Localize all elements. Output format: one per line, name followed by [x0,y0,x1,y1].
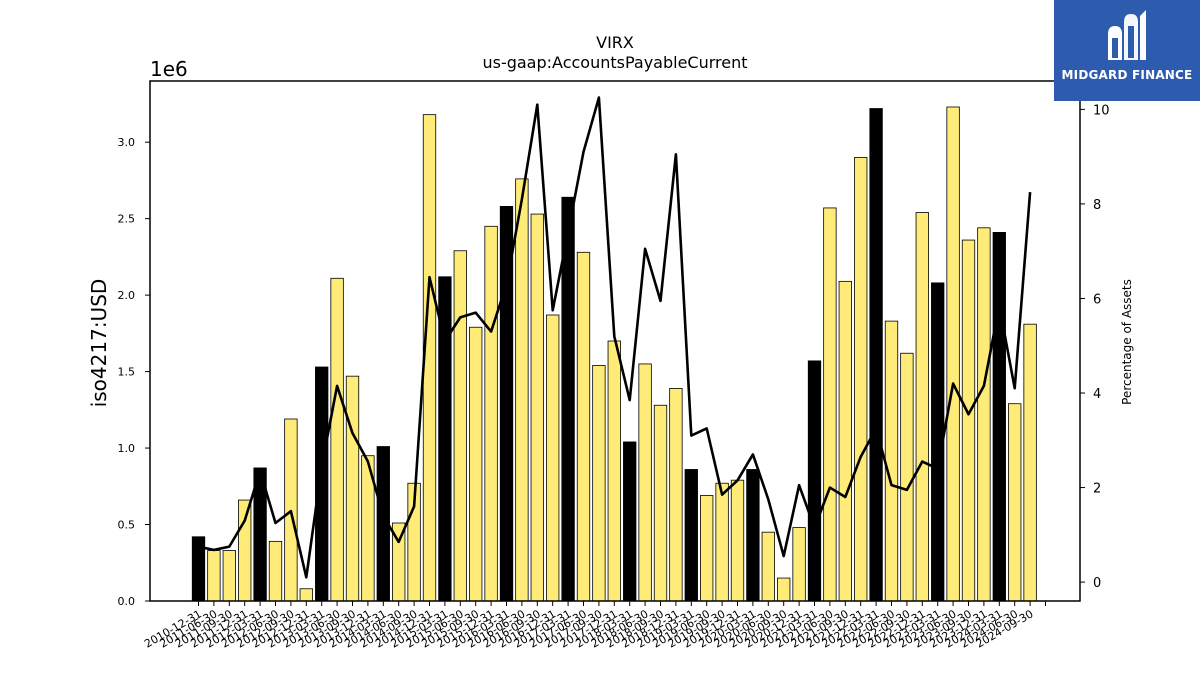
line-layer [198,96,1032,579]
y2-tick-label: 0 [1093,576,1101,591]
bar-2016-09-30 [546,314,560,602]
y2-tick-label: 8 [1093,198,1101,213]
bar-2012-03-31 [268,540,283,602]
y-tick-label: 1.0 [118,442,136,455]
midgard-m-logo-icon [1108,10,1146,60]
percentage-line [198,96,1032,579]
y2-tick-label: 6 [1093,292,1101,307]
bar-2018-09-30 [669,388,683,602]
bar-2021-03-31 [823,207,837,602]
y-tick-label: 2.0 [118,289,136,302]
axes-layer: 0.00.51.01.52.02.53.002468102010-12-3120… [118,80,1110,651]
plot-frame [149,80,1081,602]
y2-axis-label: Percentage of Assets [1120,279,1134,405]
bar-2021-06-30 [838,280,852,602]
bar-2015-06-30 [469,326,483,602]
bar-2022-06-30 [900,352,914,602]
bar-2019-06-30 [715,482,729,602]
bar-2024-03-31 [1008,403,1022,602]
y-tick-label: 3.0 [118,136,136,149]
bar-2023-09-30 [977,227,991,602]
bar-2023-03-31 [946,106,960,602]
bar-2022-09-30 [915,212,929,602]
bar-2017-09-30 [607,340,621,602]
bar-2012-09-30 [299,588,313,602]
bar-2018-06-30 [653,404,668,602]
bars-layer [191,106,1037,602]
y2-tick-label: 2 [1093,482,1101,497]
chart-title: VIRX [596,33,634,52]
bar-2013-03-31 [330,277,344,602]
brand-logo: MIDGARD FINANCE [1054,0,1200,101]
bar-2023-06-30 [961,239,976,602]
y-tick-label: 0.5 [118,519,136,532]
bar-2022-03-31 [884,320,899,602]
bar-2017-03-31 [576,251,591,602]
bar-2024-06-30 [1023,323,1037,602]
bar-2019-09-30 [730,479,745,602]
bar-2021-09-30 [854,157,868,602]
bar-2015-09-30 [484,225,498,602]
bar-2019-03-31 [700,495,714,602]
y2-tick-label: 4 [1093,387,1101,402]
bar-2021-12-31 [869,108,883,602]
bar-2020-12-31 [807,360,822,602]
bar-2023-12-31 [992,232,1006,602]
y-axis-label: iso4217:USD [87,279,111,408]
bar-2011-06-30 [222,550,236,602]
bar-2020-03-31 [761,531,775,602]
y-tick-label: 2.5 [118,213,136,226]
bar-2018-12-31 [684,469,698,602]
bar-2020-06-30 [777,577,791,602]
bar-2016-06-30 [530,213,544,602]
bar-2013-06-30 [345,375,360,602]
bar-2017-12-31 [623,441,637,602]
bar-2015-03-31 [453,250,467,602]
bar-2011-09-30 [238,499,252,602]
bar-2020-09-30 [792,527,806,602]
bar-2012-12-31 [315,366,329,602]
y2-tick-label: 10 [1093,103,1110,118]
y-axis-scale-label: 1e6 [150,57,188,81]
bar-2019-12-31 [746,469,760,602]
bar-2018-03-31 [638,363,652,602]
bar-2017-06-30 [592,365,606,602]
bar-2011-03-31 [207,550,221,602]
y-tick-label: 1.5 [118,366,136,379]
bar-2016-03-31 [515,178,529,602]
brand-name: MIDGARD FINANCE [1061,68,1193,82]
y-tick-label: 0.0 [118,595,136,608]
chart-subtitle: us-gaap:AccountsPayableCurrent [482,53,747,72]
